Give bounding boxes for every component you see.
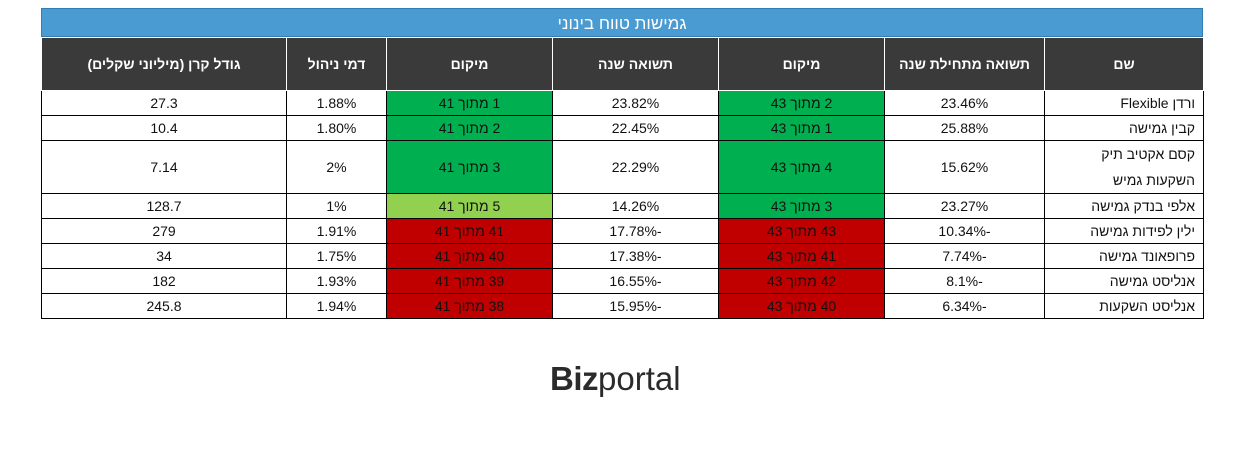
cell-year-rank: 1 מתוך 41 <box>386 90 553 116</box>
cell-year-rank: 38 מתוך 41 <box>386 293 553 319</box>
cell-year-return: 22.29% <box>552 140 719 194</box>
cell-year-return: -15.95% <box>552 293 719 319</box>
cell-management-fee: 1.88% <box>286 90 387 116</box>
cell-ytd-rank: 3 מתוך 43 <box>718 193 885 219</box>
cell-year-return: -17.78% <box>552 218 719 244</box>
header-fund-size: גודל קרן (מיליוני שקלים) <box>41 37 287 91</box>
cell-ytd-return: -7.74% <box>884 243 1045 269</box>
header-management-fee: דמי ניהול <box>286 37 387 91</box>
fund-table: שם תשואה מתחילת שנה מיקום תשואה שנה מיקו… <box>41 37 1204 319</box>
table-row: פרופאונד גמישה -7.74% 41 מתוך 43 -17.38% 40 … <box>41 243 1204 269</box>
cell-year-return: 14.26% <box>552 193 719 219</box>
cell-year-return: -17.38% <box>552 243 719 269</box>
table-row: אנליסט גמישה -8.1% 42 מתוך 43 -16.55% 39 מתו… <box>41 268 1204 294</box>
table-row: ורדן Flexible 23.46% 2 מתוך 43 23.82% 1 מתוך… <box>41 90 1204 116</box>
cell-name: ילין לפידות גמישה <box>1044 218 1204 244</box>
cell-ytd-return: -8.1% <box>884 268 1045 294</box>
cell-ytd-rank: 42 מתוך 43 <box>718 268 885 294</box>
fund-comparison-panel: גמישות טווח בינוני שם תשואה מתחילת שנה מ… <box>41 8 1204 319</box>
bizportal-logo: Biz portal <box>550 360 681 398</box>
cell-ytd-return: -10.34% <box>884 218 1045 244</box>
table-row: ילין לפידות גמישה -10.34% 43 מתוך 43 -17.78… <box>41 218 1204 244</box>
cell-management-fee: 1.91% <box>286 218 387 244</box>
cell-fund-size: 279 <box>41 218 287 244</box>
table-title: גמישות טווח בינוני <box>41 8 1203 37</box>
header-ytd-return: תשואה מתחילת שנה <box>884 37 1045 91</box>
cell-fund-size: 27.3 <box>41 90 287 116</box>
cell-ytd-rank: 2 מתוך 43 <box>718 90 885 116</box>
cell-management-fee: 1.93% <box>286 268 387 294</box>
cell-management-fee: 1.75% <box>286 243 387 269</box>
table-row: קסם אקטיב תיק השקעות גמיש 15.62% 4 מתוך 43… <box>41 140 1204 194</box>
cell-management-fee: 1.80% <box>286 115 387 141</box>
cell-year-rank: 2 מתוך 41 <box>386 115 553 141</box>
cell-ytd-return: 25.88% <box>884 115 1045 141</box>
table-row: אנליסט השקעות -6.34% 40 מתוך 43 -15.95% 38 מ… <box>41 293 1204 319</box>
cell-year-return: 23.82% <box>552 90 719 116</box>
table-body: ורדן Flexible 23.46% 2 מתוך 43 23.82% 1 מתוך… <box>41 90 1204 319</box>
cell-year-return: 22.45% <box>552 115 719 141</box>
cell-year-rank: 41 מתוך 41 <box>386 218 553 244</box>
cell-fund-size: 128.7 <box>41 193 287 219</box>
cell-management-fee: 1% <box>286 193 387 219</box>
cell-ytd-rank: 1 מתוך 43 <box>718 115 885 141</box>
cell-fund-size: 245.8 <box>41 293 287 319</box>
cell-fund-size: 7.14 <box>41 140 287 194</box>
cell-ytd-rank: 40 מתוך 43 <box>718 293 885 319</box>
cell-management-fee: 1.94% <box>286 293 387 319</box>
cell-ytd-return: 23.46% <box>884 90 1045 116</box>
cell-name: קבין גמישה <box>1044 115 1204 141</box>
cell-name: אלפי בנדק גמישה <box>1044 193 1204 219</box>
cell-year-return: -16.55% <box>552 268 719 294</box>
cell-ytd-rank: 41 מתוך 43 <box>718 243 885 269</box>
cell-year-rank: 40 מתוך 41 <box>386 243 553 269</box>
cell-name: ורדן Flexible <box>1044 90 1204 116</box>
cell-fund-size: 182 <box>41 268 287 294</box>
logo-biz-text: Biz <box>550 360 599 397</box>
table-row: אלפי בנדק גמישה 23.27% 3 מתוך 43 14.26% 5 מת… <box>41 193 1204 219</box>
cell-ytd-return: 15.62% <box>884 140 1045 194</box>
cell-ytd-return: 23.27% <box>884 193 1045 219</box>
header-row: שם תשואה מתחילת שנה מיקום תשואה שנה מיקו… <box>41 37 1204 91</box>
cell-year-rank: 39 מתוך 41 <box>386 268 553 294</box>
cell-name: קסם אקטיב תיק השקעות גמיש <box>1044 140 1204 194</box>
cell-fund-size: 10.4 <box>41 115 287 141</box>
cell-management-fee: 2% <box>286 140 387 194</box>
cell-name: פרופאונד גמישה <box>1044 243 1204 269</box>
cell-ytd-return: -6.34% <box>884 293 1045 319</box>
cell-ytd-rank: 4 מתוך 43 <box>718 140 885 194</box>
table-row: קבין גמישה 25.88% 1 מתוך 43 22.45% 2 מתוך 41… <box>41 115 1204 141</box>
header-year-return: תשואה שנה <box>552 37 719 91</box>
header-ytd-rank: מיקום <box>718 37 885 91</box>
header-name: שם <box>1044 37 1204 91</box>
cell-ytd-rank: 43 מתוך 43 <box>718 218 885 244</box>
cell-year-rank: 5 מתוך 41 <box>386 193 553 219</box>
header-year-rank: מיקום <box>386 37 553 91</box>
cell-year-rank: 3 מתוך 41 <box>386 140 553 194</box>
cell-fund-size: 34 <box>41 243 287 269</box>
logo-portal-text: portal <box>598 360 681 397</box>
cell-name: אנליסט גמישה <box>1044 268 1204 294</box>
cell-name: אנליסט השקעות <box>1044 293 1204 319</box>
